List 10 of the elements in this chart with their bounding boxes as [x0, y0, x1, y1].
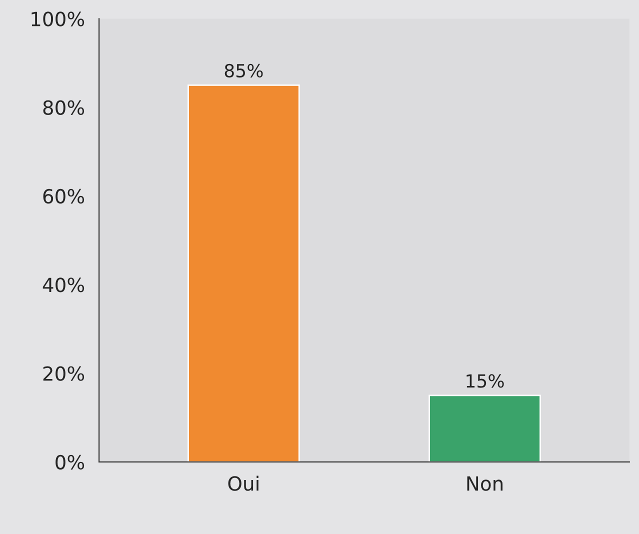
y-tick-label: 0%	[56, 454, 84, 470]
y-tick-label: 60%	[43, 188, 84, 204]
x-tick-label: Oui	[228, 476, 258, 491]
y-tick-label: 20%	[43, 366, 84, 381]
x-tick-label: Non	[467, 476, 502, 491]
y-tick-label: 40%	[42, 278, 84, 292]
data-label: 85%	[224, 64, 263, 78]
data-label: 15%	[466, 374, 504, 388]
y-tick-label: 80%	[43, 100, 84, 115]
y-tick-label: 100%	[32, 12, 84, 26]
